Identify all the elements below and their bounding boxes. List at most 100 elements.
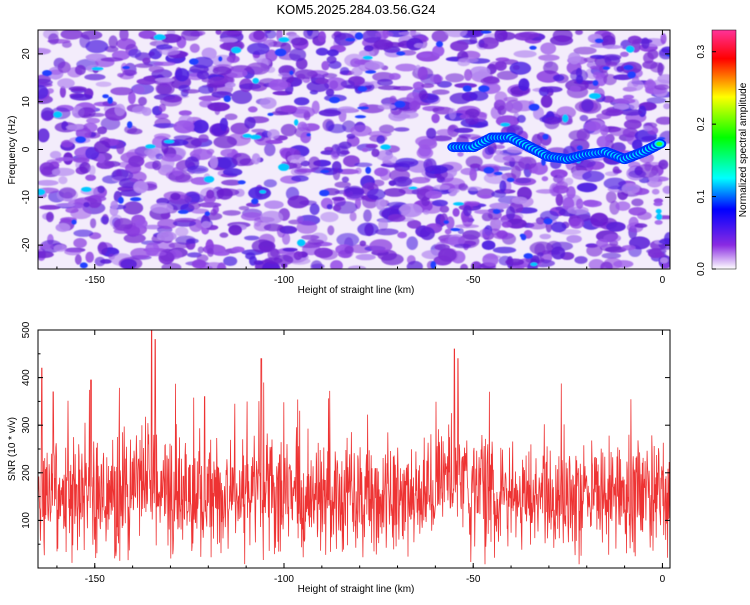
snr-y-tick-label: 300 [21,416,32,433]
spectrogram-noise-blob [279,225,298,234]
spectrogram-noise-blob [355,167,362,175]
spectrogram-noise-blob [389,95,397,104]
spectrogram-noise-blob [482,253,499,267]
spectrogram-hot-spot [91,66,104,71]
spectrogram-noise-blob [318,109,342,117]
spectrogram-noise-blob [174,68,190,82]
spectrogram-hot-spot [602,66,610,70]
spectrogram-noise-blob [53,244,67,252]
spectrogram-hot-spot [38,188,46,196]
spectrogram-hot-spot [81,186,92,193]
spectrogram-hot-spot [542,133,549,140]
spectrogram-noise-blob [192,56,214,69]
spectrogram-noise-blob [244,235,260,241]
spectrogram-noise-blob [418,90,429,101]
snr-x-axis-label: Height of straight line (km) [298,584,415,595]
spectrogram-noise-blob [376,135,386,144]
spectrogram-noise-blob [479,43,489,48]
spectrogram-noise-blob [492,232,514,240]
snr-y-tick-label: 200 [21,464,32,481]
spectrogram-noise-blob [307,239,325,245]
spectrogram-noise-blob [494,149,504,155]
spectrogram-noise-blob [172,166,183,177]
spectrogram-noise-blob [494,30,508,42]
spectrogram-noise-blob [160,33,182,44]
spectrogram-hot-spot [127,121,133,129]
spectrogram-hot-spot [589,93,601,99]
spectrogram-noise-blob [606,221,626,232]
spectrogram-noise-blob [116,141,125,155]
spectrogram-noise-blob [315,47,329,56]
spectrogram-noise-blob [61,139,74,148]
spectrogram-noise-blob [161,262,182,269]
spectrogram-noise-blob [48,33,59,45]
spectrogram-noise-blob [495,57,510,62]
spectrogram-hot-spot [462,85,472,92]
spectrogram-noise-blob [337,106,356,114]
spectrogram-y-tick-label: -10 [21,190,32,205]
spectrogram-noise-blob [207,247,214,257]
spectrogram-noise-blob [97,241,108,255]
spectrogram-noise-blob [128,48,142,58]
spectrogram-noise-blob [278,72,293,78]
spectrogram-noise-blob [372,72,395,82]
spectrogram-noise-blob [300,160,310,167]
spectrogram-noise-blob [654,220,663,225]
spectrogram-hot-spot [430,261,437,269]
spectrogram-noise-blob [355,253,376,261]
spectrogram-noise-blob [660,257,669,264]
spectrogram-noise-blob [412,81,425,91]
spectrogram-noise-blob [322,73,338,79]
spectrogram-noise-blob [501,221,512,228]
spectrogram-noise-blob [246,42,270,56]
spectrogram-noise-blob [358,49,375,57]
spectrogram-noise-blob [395,157,419,168]
spectrogram-noise-blob [361,147,369,153]
spectrogram-noise-blob [365,143,378,149]
spectrogram-noise-blob [344,185,365,199]
spectrogram-noise-blob [160,96,182,107]
spectrogram-x-tick-label: 0 [660,275,666,286]
spectrogram-noise-blob [315,77,329,84]
spectrogram-noise-blob [660,33,667,45]
spectrogram-noise-blob [351,66,363,77]
spectrogram-noise-blob [239,83,262,90]
spectrogram-noise-blob [538,54,560,61]
spectrogram-noise-blob [371,148,380,158]
spectrogram-noise-blob [528,222,547,230]
spectrogram-noise-blob [38,251,54,259]
spectrogram-hot-spot [408,186,418,190]
spectrogram-noise-blob [341,176,349,183]
spectrogram-noise-blob [410,176,431,184]
spectrogram-hot-spot [365,70,377,74]
spectrogram-noise-blob [506,206,516,221]
spectrogram-noise-blob [136,78,157,85]
spectrogram-noise-blob [432,107,439,112]
spectrogram-hot-spot [453,202,465,206]
spectrogram-noise-blob [445,216,455,230]
spectrogram-noise-blob [173,120,195,134]
spectrogram-noise-blob [448,188,460,194]
spectrogram-noise-blob [346,133,356,139]
spectrogram-noise-blob [603,177,627,190]
spectrogram-noise-blob [540,42,557,55]
spectrogram-noise-blob [308,156,321,171]
spectrogram-noise-blob [93,140,111,154]
spectrogram-noise-blob [576,128,590,142]
spectrogram-noise-blob [222,210,241,216]
spectrogram-noise-blob [657,62,664,76]
spectrogram-noise-blob [431,113,440,124]
spectrogram-noise-blob [253,260,264,265]
spectrogram-noise-blob [216,262,227,269]
spectrogram-noise-blob [156,44,173,50]
spectrogram-noise-blob [296,168,316,173]
spectrogram-noise-blob [392,176,413,187]
spectrogram-noise-blob [354,162,373,168]
spectrogram-hot-spot [163,139,175,144]
spectrogram-noise-blob [294,97,310,106]
spectrogram-noise-blob [84,73,106,81]
spectrogram-hot-spot [626,45,635,53]
spectrogram-noise-blob [564,177,574,186]
spectrogram-noise-blob [74,254,82,265]
spectrogram-noise-blob [378,218,388,231]
